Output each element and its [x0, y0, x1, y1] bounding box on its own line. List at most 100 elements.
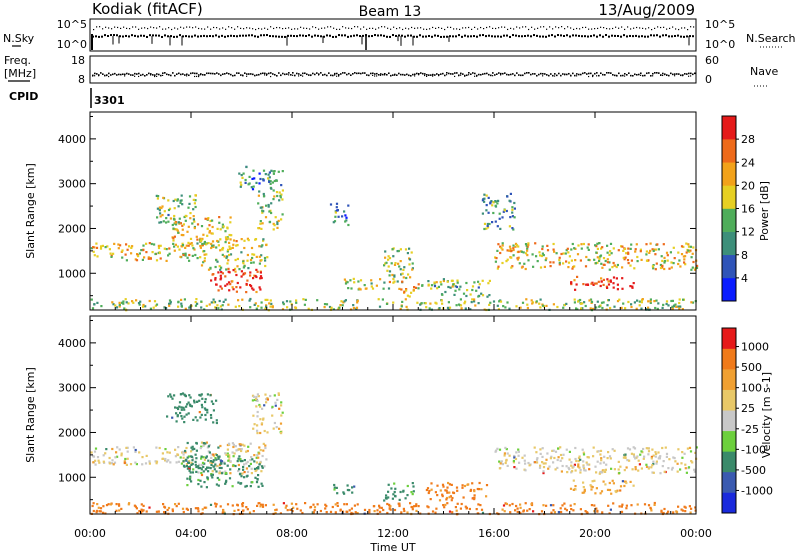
echo-cell	[281, 213, 284, 216]
echo-cell	[497, 243, 500, 246]
echo-cell	[378, 305, 382, 308]
nsky-trace-point	[608, 35, 610, 38]
echo-cell	[618, 298, 621, 301]
echo-cell	[207, 466, 210, 469]
freq-trace-point	[510, 73, 512, 76]
echo-cell	[400, 288, 403, 291]
echo-cell	[219, 505, 222, 508]
echo-cell	[187, 401, 190, 404]
echo-cell	[652, 249, 655, 252]
echo-cell	[640, 467, 643, 470]
echo-cell	[435, 281, 438, 284]
nsearch-trace-point	[375, 28, 377, 30]
freq-trace-point	[622, 74, 624, 77]
echo-cell	[281, 189, 284, 192]
echo-cell	[115, 509, 118, 512]
echo-cell	[226, 443, 229, 447]
nsky-label: N.Sky	[3, 32, 35, 45]
echo-cell	[502, 210, 505, 213]
echo-cell	[532, 265, 535, 268]
echo-cell	[99, 510, 102, 513]
echo-cell	[263, 404, 266, 407]
echo-cell	[626, 459, 629, 462]
echo-cell	[575, 283, 578, 286]
nave-trace-point	[464, 75, 466, 77]
echo-cell	[232, 445, 235, 449]
echo-cell	[647, 259, 650, 262]
freq-trace-point	[210, 72, 212, 75]
echo-cell	[182, 453, 185, 456]
echo-cell	[182, 223, 185, 226]
freq-trace-point	[430, 74, 432, 76]
echo-cell	[191, 462, 194, 466]
echo-cell	[205, 243, 208, 246]
echo-cell	[608, 268, 611, 271]
echo-cell	[394, 494, 397, 498]
echo-cell	[334, 503, 337, 506]
echo-cell	[406, 252, 409, 255]
nsky-tick-bottom: 10^0	[57, 38, 87, 51]
echo-cell	[237, 463, 240, 467]
freq-trace-point	[214, 73, 216, 75]
velocity-colorbar-segment	[722, 369, 736, 390]
echo-cell	[530, 503, 533, 506]
echo-cell	[338, 306, 341, 309]
echo-cell	[239, 458, 242, 461]
echo-cell	[677, 251, 680, 254]
echo-cell	[213, 468, 216, 471]
echo-cell	[177, 305, 180, 308]
echo-cell	[266, 397, 269, 400]
freq-trace-point	[344, 72, 346, 74]
echo-cell	[559, 453, 563, 457]
echo-cell	[147, 256, 150, 259]
freq-trace-point	[516, 72, 518, 74]
echo-cell	[596, 509, 599, 512]
echo-cell	[618, 505, 621, 508]
echo-cell	[219, 459, 222, 462]
nsky-trace-point	[245, 34, 247, 37]
echo-cell	[478, 283, 481, 286]
nsearch-trace-point	[207, 26, 209, 28]
power-panel-frame	[89, 111, 697, 311]
echo-cell	[212, 459, 215, 462]
echo-cell	[684, 506, 687, 509]
nsky-trace-point	[287, 34, 289, 37]
echo-cell	[457, 303, 461, 306]
echo-cell	[112, 252, 115, 255]
echo-cell	[544, 462, 547, 465]
echo-cell	[635, 243, 638, 246]
echo-cell	[253, 460, 256, 463]
nsearch-trace-point	[447, 26, 449, 28]
echo-cell	[198, 411, 201, 414]
freq-trace-point	[650, 74, 652, 77]
echo-cell	[256, 454, 259, 457]
freq-trace-point	[186, 73, 188, 76]
freq-trace-point	[184, 74, 186, 76]
echo-cell	[629, 264, 632, 267]
velocity-ytick-label: 4000	[58, 337, 86, 350]
freq-trace-point	[576, 73, 578, 75]
echo-cell	[100, 245, 103, 248]
echo-cell	[578, 466, 581, 469]
power-colorbar-tick-label: 16	[741, 203, 755, 216]
nsearch-trace-point	[687, 28, 689, 31]
nsearch-trace-point	[597, 27, 599, 30]
freq-trace-point	[644, 74, 646, 77]
echo-cell	[562, 252, 565, 255]
echo-cell	[252, 395, 256, 398]
nsky-trace-point	[434, 34, 436, 37]
echo-cell	[212, 421, 215, 424]
echo-cell	[399, 268, 402, 271]
echo-cell	[584, 510, 587, 513]
nsearch-trace-point	[108, 27, 110, 29]
echo-cell	[195, 298, 198, 301]
echo-cell	[118, 448, 121, 451]
echo-cell	[197, 467, 200, 470]
echo-cell	[574, 469, 577, 472]
echo-cell	[655, 452, 658, 455]
echo-cell	[214, 457, 217, 460]
echo-cell	[506, 452, 509, 455]
echo-cell	[239, 185, 242, 188]
echo-cell	[608, 253, 611, 256]
echo-cell	[688, 446, 692, 449]
